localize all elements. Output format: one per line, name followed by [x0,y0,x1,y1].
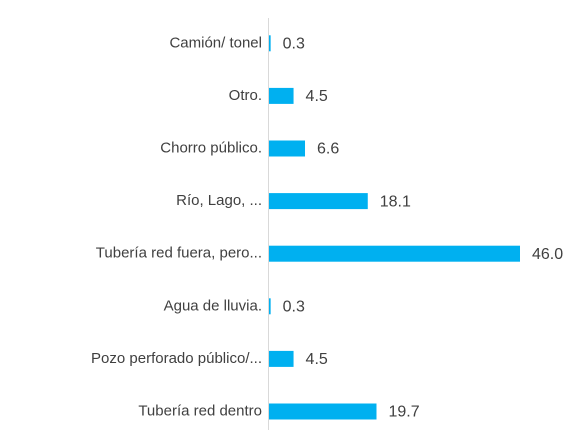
bar [269,193,368,210]
data-label: 19.7 [388,404,419,421]
bar [269,350,294,367]
data-label: 0.3 [283,36,305,53]
data-label: 0.3 [283,299,305,316]
category-label: Tubería red fuera, pero... [96,245,262,262]
bar [269,35,271,52]
data-label: 4.5 [306,351,328,368]
data-label: 4.5 [306,88,328,105]
category-label: Pozo perforado público/... [91,350,262,367]
data-label: 46.0 [532,246,563,263]
category-label: Chorro público. [160,139,262,156]
bar [269,245,520,262]
bar [269,298,271,315]
data-label: 6.6 [317,141,339,158]
category-label: Camión/ tonel [169,34,262,51]
category-label: Otro. [229,87,262,104]
category-label: Agua de lluvia. [164,297,262,314]
data-label: 18.1 [380,193,411,210]
category-label: Tubería red dentro [138,402,262,419]
bar [269,403,377,420]
bar [269,87,294,104]
bar [269,140,306,157]
category-label: Río, Lago, ... [176,192,262,209]
